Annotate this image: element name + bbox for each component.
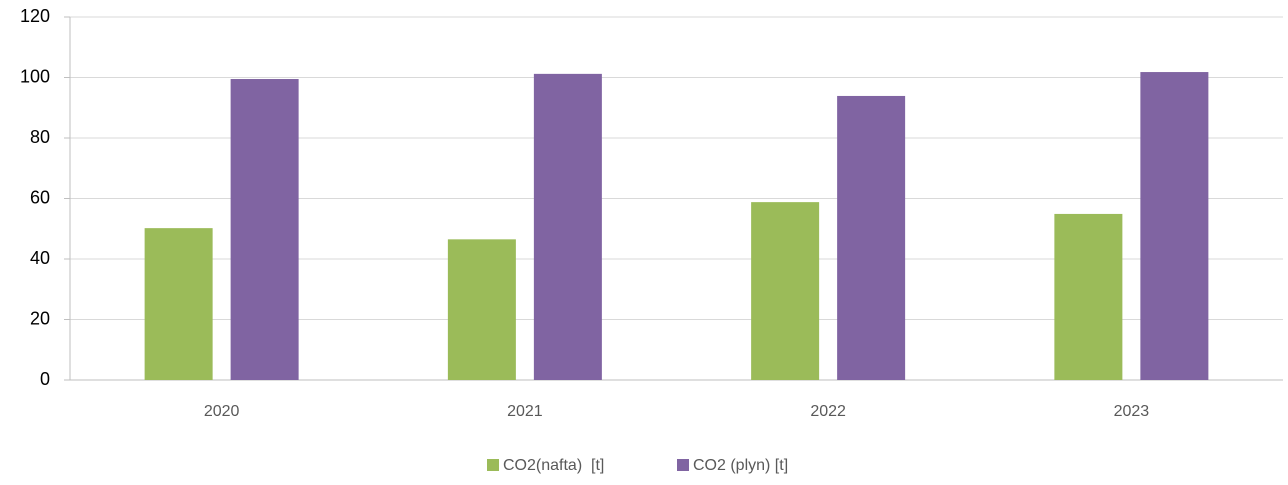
legend-label: CO2 (plyn) [t]: [693, 457, 788, 474]
x-tick-label: 2021: [507, 403, 543, 420]
legend-label: CO2(nafta) [t]: [503, 457, 604, 474]
y-tick-label: 20: [30, 308, 50, 328]
x-tick-label: 2020: [204, 403, 240, 420]
y-tick-label: 0: [40, 369, 50, 389]
y-tick-label: 60: [30, 187, 50, 207]
bar: [447, 239, 516, 380]
y-tick-label: 120: [20, 6, 50, 26]
bar: [533, 73, 602, 381]
bar: [1054, 213, 1123, 380]
x-tick-label: 2022: [810, 403, 846, 420]
bar: [751, 202, 820, 380]
legend-swatch: [487, 459, 499, 471]
y-tick-label: 40: [30, 248, 50, 268]
bar: [230, 79, 299, 380]
legend-swatch: [677, 459, 689, 471]
y-tick-label: 100: [20, 66, 50, 86]
bar: [1140, 72, 1209, 381]
bar: [837, 95, 906, 380]
bar: [144, 228, 213, 380]
x-tick-label: 2023: [1114, 403, 1150, 420]
y-tick-label: 80: [30, 127, 50, 147]
